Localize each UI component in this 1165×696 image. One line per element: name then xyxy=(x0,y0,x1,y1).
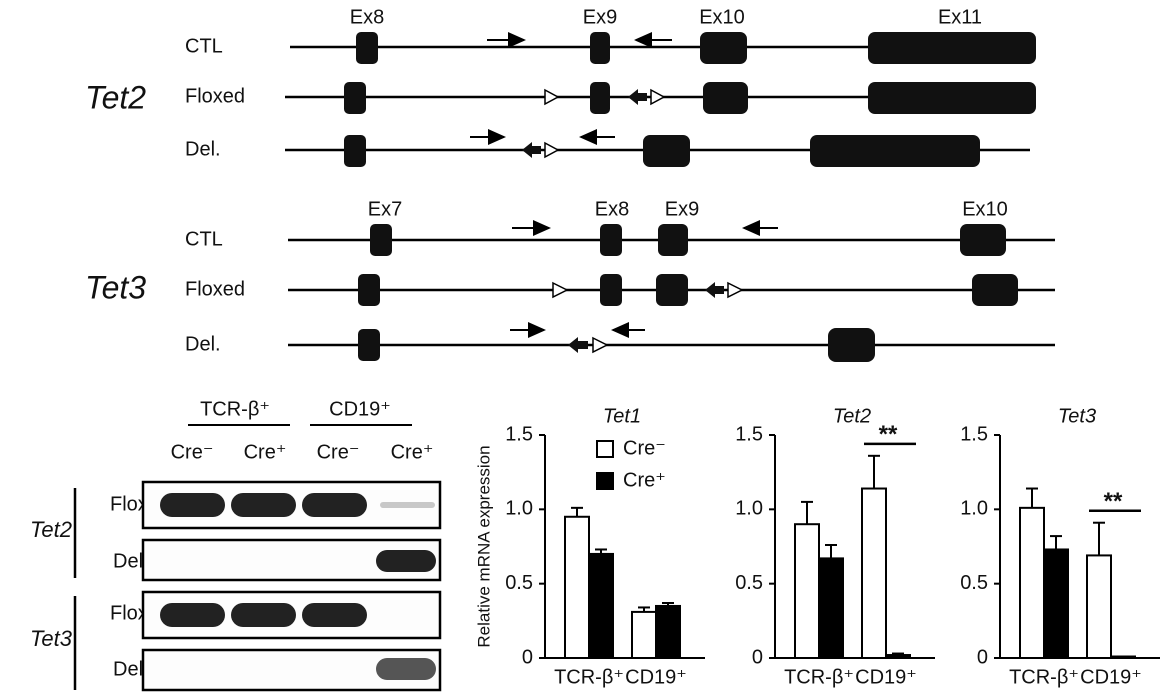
exon-label: Ex9 xyxy=(583,6,617,28)
gene-label: Tet3 xyxy=(30,626,73,651)
y-tick-label: 0.5 xyxy=(505,572,533,594)
y-tick-label: 1.0 xyxy=(735,498,763,520)
lane-label: Cre⁻ xyxy=(317,441,360,463)
legend-label: Cre⁺ xyxy=(623,469,666,491)
exon-label: Ex8 xyxy=(350,6,384,28)
significance-label: ** xyxy=(879,421,898,448)
locus-drawing xyxy=(285,32,1036,167)
y-tick-label: 0 xyxy=(752,646,763,668)
x-tick-label: CD19⁺ xyxy=(1080,666,1142,688)
y-tick-label: 0 xyxy=(522,646,533,668)
bar xyxy=(564,515,590,659)
error-bar xyxy=(571,506,583,517)
exon-label: Ex11 xyxy=(938,6,982,28)
bar xyxy=(1043,548,1069,659)
chart-title: Tet1 xyxy=(603,405,641,427)
bar xyxy=(631,610,657,659)
exon-label: Ex10 xyxy=(962,198,1008,220)
exon-label: Ex9 xyxy=(665,198,699,220)
error-bar xyxy=(1050,535,1062,550)
tet2-map: Tet2 CTL Floxed Del. Ex8 Ex9 Ex10 Ex11 xyxy=(85,6,1036,167)
x-tick-label: TCR-β⁺ xyxy=(554,666,624,688)
x-tick-label: CD19⁺ xyxy=(855,666,917,688)
exon-label: Ex10 xyxy=(699,6,745,28)
y-tick-label: 0.5 xyxy=(960,572,988,594)
row-label: Del. xyxy=(185,138,221,160)
tet3-map: Tet3 CTL Floxed Del. Ex7 Ex8 Ex9 Ex10 xyxy=(85,198,1055,362)
bar xyxy=(1110,655,1136,659)
y-tick-label: 1.0 xyxy=(960,498,988,520)
error-bar xyxy=(825,544,837,559)
y-tick-label: 1.5 xyxy=(735,423,763,445)
lane-label: Cre⁺ xyxy=(244,441,287,463)
chart-title: Tet2 xyxy=(833,405,871,427)
row-label: CTL xyxy=(185,228,223,250)
error-bar xyxy=(801,500,813,525)
gene-label: Tet2 xyxy=(85,79,146,115)
y-tick-label: 0 xyxy=(977,646,988,668)
bar xyxy=(818,557,844,659)
locus-drawing xyxy=(288,220,1055,362)
error-bar xyxy=(868,454,880,489)
legend-swatch xyxy=(596,472,614,490)
row-label: Del. xyxy=(113,550,149,572)
exon-label: Ex7 xyxy=(368,198,402,220)
lane-label: Cre⁺ xyxy=(391,441,434,463)
lane-label: Cre⁻ xyxy=(171,441,214,463)
group-label: TCR-β⁺ xyxy=(200,398,270,420)
row-label: Flox xyxy=(110,602,148,624)
row-label: Floxed xyxy=(185,85,245,107)
bar xyxy=(1086,554,1112,659)
y-tick-label: 0.5 xyxy=(735,572,763,594)
x-tick-label: TCR-β⁺ xyxy=(784,666,854,688)
significance-label: ** xyxy=(1104,488,1123,515)
x-tick-label: CD19⁺ xyxy=(625,666,687,688)
bar xyxy=(861,487,887,659)
legend-swatch xyxy=(596,440,614,458)
error-bar xyxy=(1093,521,1105,556)
row-label: Flox xyxy=(110,493,148,515)
row-label: CTL xyxy=(185,35,223,57)
bar xyxy=(885,654,911,660)
chart-title: Tet3 xyxy=(1058,405,1096,427)
y-tick-label: 1.5 xyxy=(505,423,533,445)
row-label: Floxed xyxy=(185,278,245,300)
row-label: Del. xyxy=(185,333,221,355)
row-label: Del. xyxy=(113,658,149,680)
gel-panel: TCR-β⁺ CD19⁺ Cre⁻ Cre⁺ Cre⁻ Cre⁺ Tet2 Te… xyxy=(30,398,442,692)
bar xyxy=(655,604,681,660)
gene-label: Tet2 xyxy=(30,517,72,542)
group-label: CD19⁺ xyxy=(329,398,391,420)
y-axis-label: Relative mRNA expression xyxy=(474,445,493,647)
x-tick-label: TCR-β⁺ xyxy=(1009,666,1079,688)
bar xyxy=(1019,506,1045,660)
y-tick-label: 1.0 xyxy=(505,498,533,520)
bar xyxy=(588,552,614,660)
gel-image xyxy=(141,480,442,692)
gene-label: Tet3 xyxy=(85,269,146,305)
error-bar xyxy=(1026,487,1038,508)
y-tick-label: 1.5 xyxy=(960,423,988,445)
legend-label: Cre⁻ xyxy=(623,437,666,459)
exon-label: Ex8 xyxy=(595,198,629,220)
bar xyxy=(794,523,820,660)
